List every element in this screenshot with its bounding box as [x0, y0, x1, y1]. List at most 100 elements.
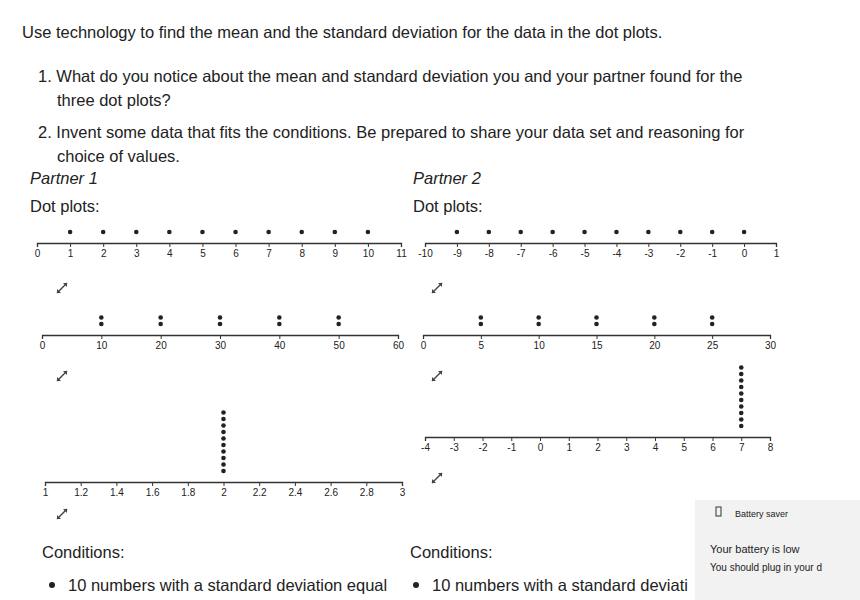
- dot: [710, 230, 715, 235]
- tick-label: -10: [418, 248, 433, 259]
- expand-icon-line: [57, 509, 67, 519]
- notification-text: You should plug in your d: [710, 562, 822, 573]
- tick-label: 0: [421, 340, 427, 351]
- tick-label: 25: [707, 340, 719, 351]
- tick-label: 8: [768, 442, 774, 453]
- dot: [518, 230, 523, 235]
- tick: -1: [507, 437, 516, 453]
- tick-label: 30: [765, 340, 777, 351]
- tick-mark: [136, 243, 137, 247]
- dot: [742, 230, 747, 235]
- expand-icon[interactable]: [432, 283, 442, 293]
- x-axis: 0102030405060: [40, 335, 405, 351]
- question: choice of values.: [57, 147, 180, 165]
- question: 2. Invent some data that fits the condit…: [38, 123, 745, 141]
- dot: [479, 315, 484, 320]
- dot: [652, 322, 657, 327]
- tick: 6: [710, 437, 716, 453]
- expand-icon[interactable]: [432, 473, 442, 483]
- dot: [594, 315, 599, 320]
- tick-mark: [713, 437, 714, 441]
- tick-mark: [481, 335, 482, 339]
- dot: [479, 322, 484, 327]
- tick-mark: [101, 335, 102, 339]
- tick-mark: [402, 482, 403, 486]
- tick-label: 1: [43, 487, 49, 498]
- tick-mark: [585, 243, 586, 247]
- tick-label: 10: [534, 340, 546, 351]
- tick-mark: [712, 243, 713, 247]
- tick: 2: [595, 437, 601, 453]
- tick-label: 1: [68, 248, 74, 259]
- dot: [333, 230, 338, 235]
- notification[interactable]: [695, 500, 860, 600]
- dot: [582, 230, 587, 235]
- expand-icon[interactable]: [57, 509, 67, 519]
- tick-mark: [511, 437, 512, 441]
- tick-label: 5: [681, 442, 687, 453]
- tick: -9: [453, 243, 462, 259]
- tick: 0: [40, 335, 46, 351]
- tick-label: 8: [299, 248, 305, 259]
- expand-icon-head: [432, 289, 436, 293]
- tick: 5: [681, 437, 687, 453]
- tick-mark: [770, 335, 771, 339]
- tick: 7: [266, 243, 272, 259]
- x-axis: 051015202530: [421, 335, 777, 351]
- tick-mark: [540, 437, 541, 441]
- bullet: [49, 582, 55, 588]
- tick-label: 1: [566, 442, 572, 453]
- dots: [739, 365, 744, 428]
- tick: 1: [774, 243, 780, 259]
- tick: 2.2: [253, 482, 267, 498]
- dot: [218, 322, 223, 327]
- tick-label: 1.6: [146, 487, 160, 498]
- tick-mark: [654, 335, 655, 339]
- tick: -4: [613, 243, 622, 259]
- expand-icon[interactable]: [57, 371, 67, 381]
- condition: 10 numbers with a standard deviati: [432, 576, 688, 594]
- tick: -7: [517, 243, 526, 259]
- tick-mark: [152, 482, 153, 486]
- tick-label: 6: [710, 442, 716, 453]
- dots: [68, 230, 370, 235]
- tick-mark: [269, 243, 270, 247]
- dot: [158, 322, 163, 327]
- notification-title: Battery saver: [735, 509, 788, 519]
- dot: [277, 322, 282, 327]
- dot: [594, 322, 599, 327]
- tick: 60: [393, 335, 405, 351]
- dot: [200, 230, 205, 235]
- dot: [134, 230, 139, 235]
- tick-mark: [331, 482, 332, 486]
- expand-icon-line: [57, 283, 67, 293]
- expand-icon[interactable]: [57, 283, 67, 293]
- expand-icon[interactable]: [432, 371, 442, 381]
- tick-mark: [339, 335, 340, 339]
- tick: 8: [768, 437, 774, 453]
- tick: 3: [400, 482, 406, 498]
- tick-mark: [770, 437, 771, 441]
- dot: [739, 411, 744, 416]
- dot: [536, 315, 541, 320]
- expand-icon-line: [432, 283, 442, 293]
- tick: 5: [200, 243, 206, 259]
- expand-icon-head: [63, 283, 67, 287]
- expand-icon-head: [432, 479, 436, 483]
- dot: [739, 372, 744, 377]
- tick: -2: [676, 243, 685, 259]
- dot: [158, 315, 163, 320]
- tick-label: -2: [479, 442, 488, 453]
- dot: [221, 456, 226, 461]
- tick-mark: [368, 243, 369, 247]
- tick-label: 20: [156, 340, 168, 351]
- tick-mark: [161, 335, 162, 339]
- tick-mark: [103, 243, 104, 247]
- tick-mark: [224, 482, 225, 486]
- tick: 40: [274, 335, 286, 351]
- condition: 10 numbers with a standard deviation equ…: [68, 576, 387, 594]
- tick-label: 1.8: [181, 487, 195, 498]
- dot: [221, 469, 226, 474]
- axis-line: [426, 438, 771, 442]
- dot: [652, 315, 657, 320]
